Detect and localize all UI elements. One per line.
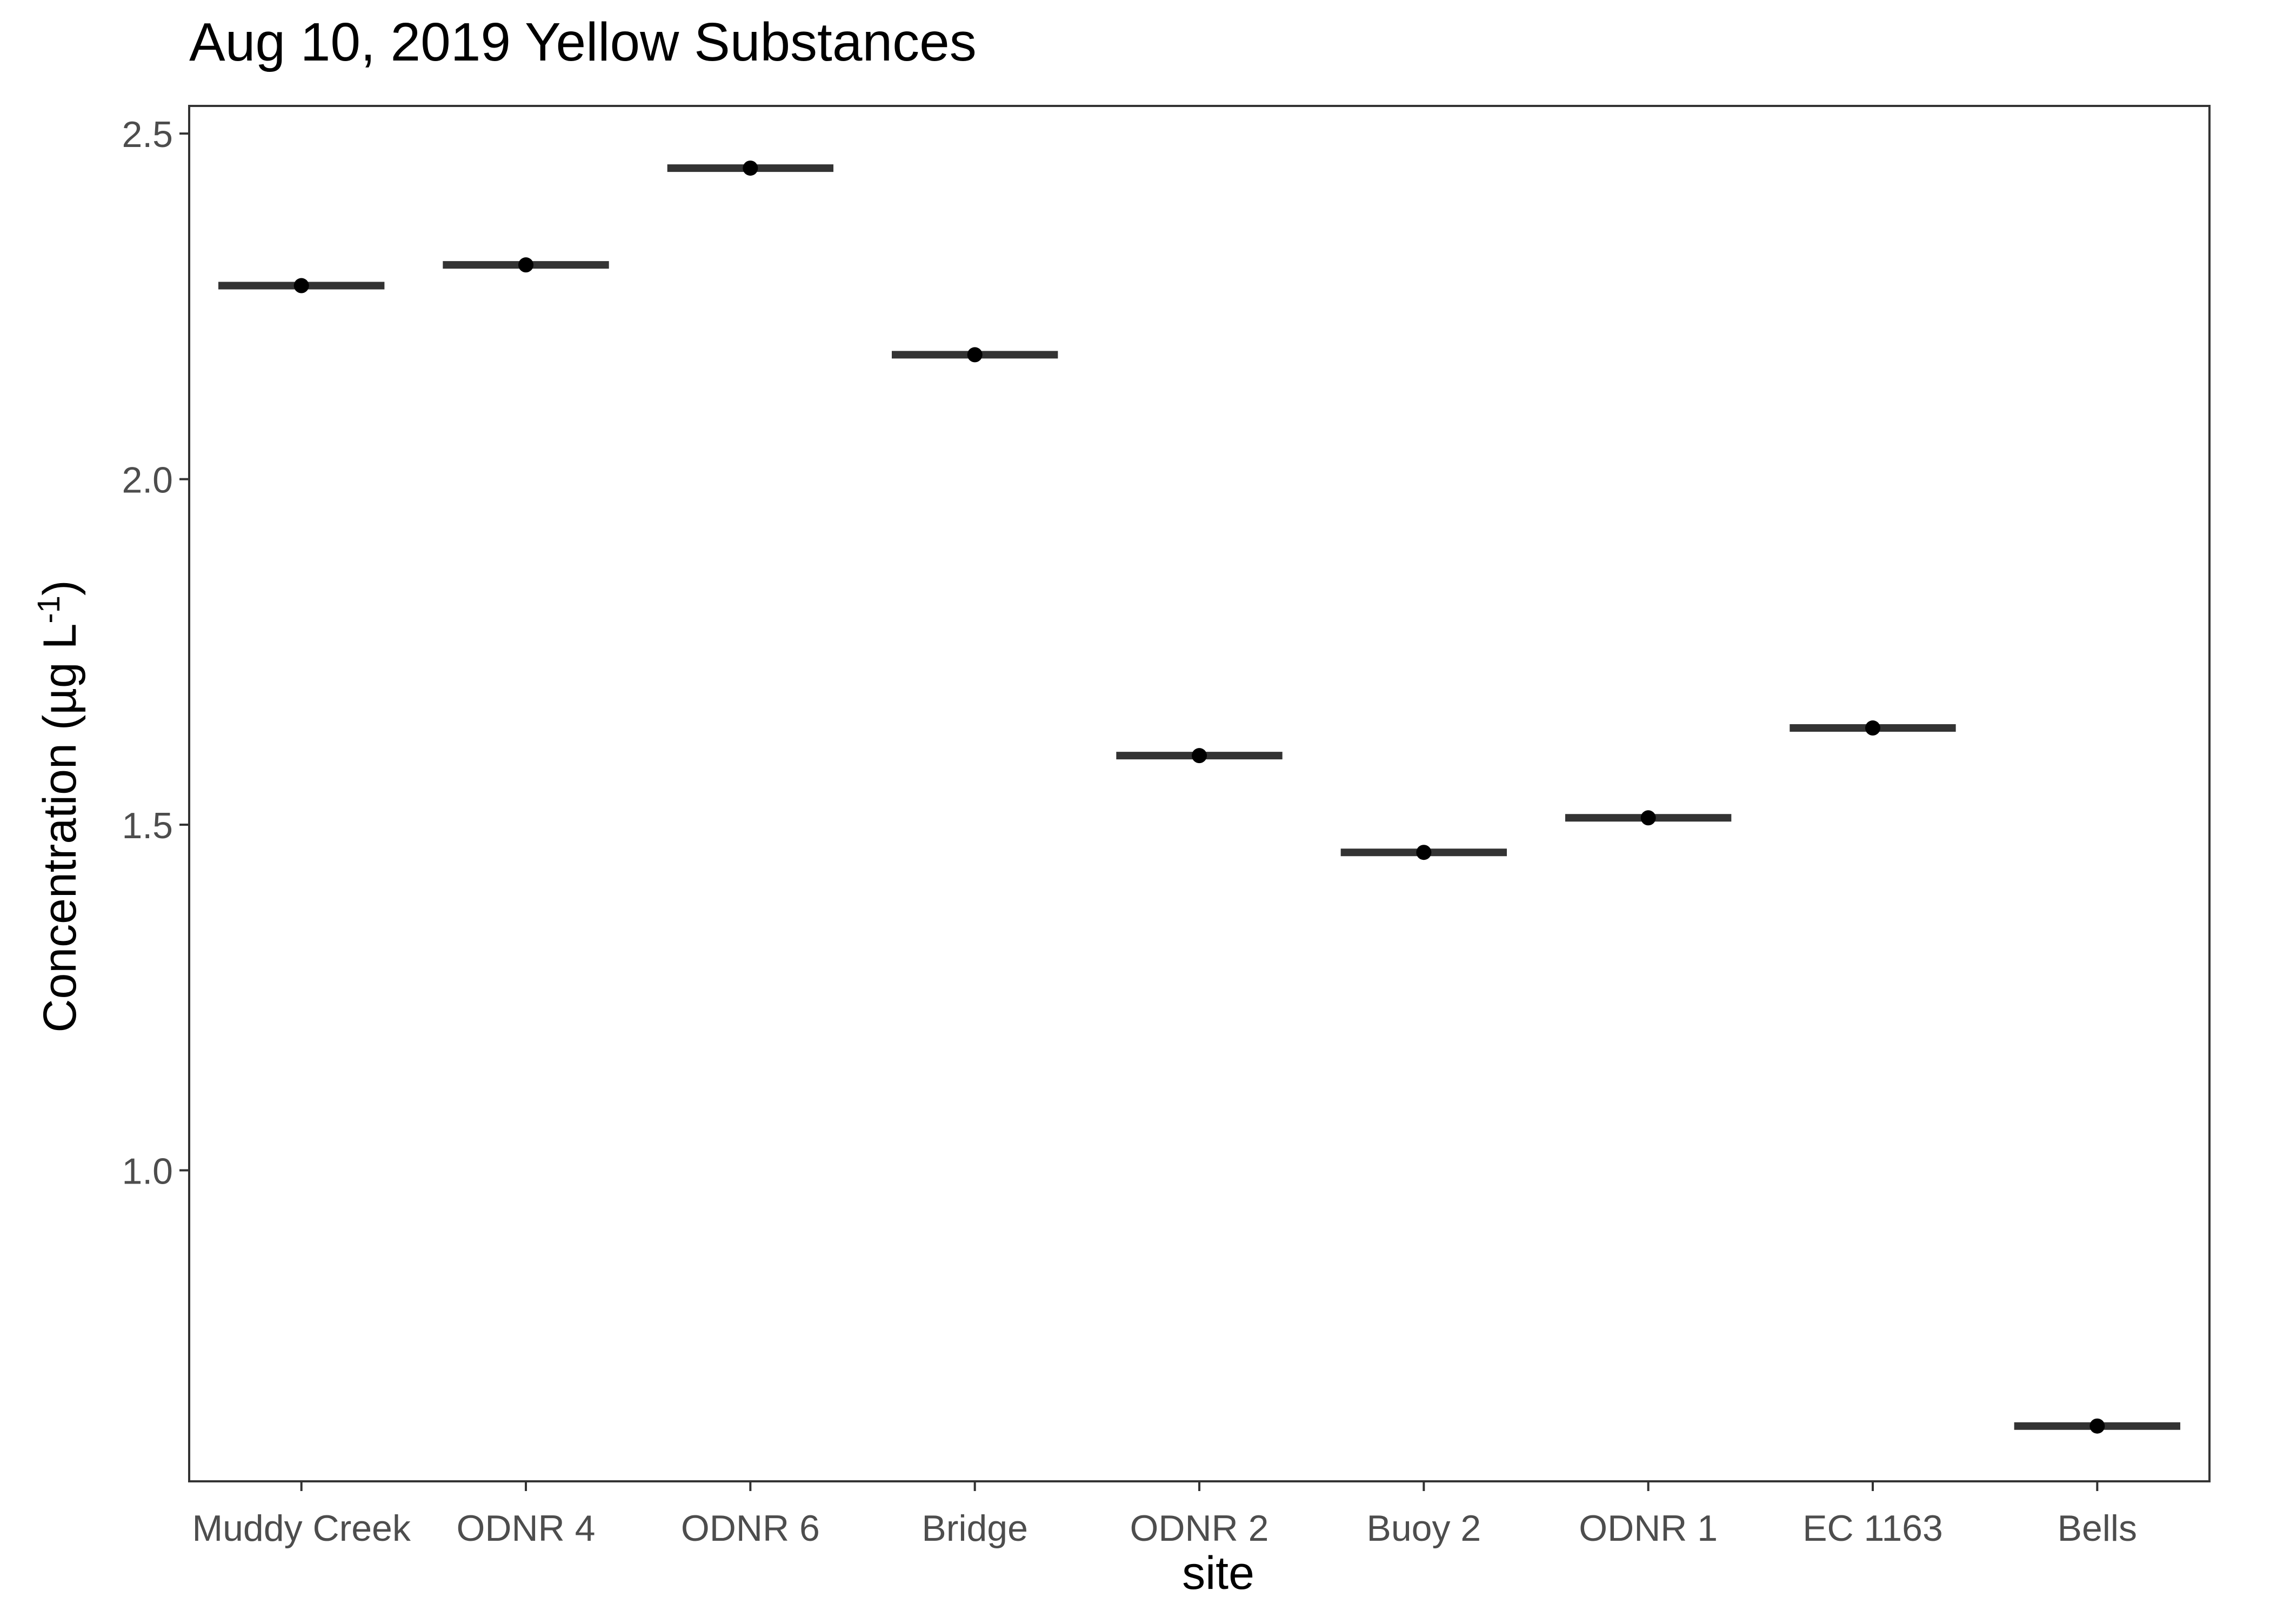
data-point: [1416, 845, 1432, 860]
x-axis-title: site: [1182, 1547, 1254, 1599]
data-point: [293, 278, 309, 293]
x-tick-label: Buoy 2: [1366, 1508, 1481, 1549]
x-tick-label: EC 1163: [1802, 1508, 1943, 1549]
y-tick-label: 2.0: [122, 460, 173, 501]
y-tick-label: 2.5: [122, 114, 173, 155]
y-axis-title-superscript: -1: [31, 596, 66, 624]
y-tick-label: 1.0: [122, 1151, 173, 1192]
data-point: [1865, 720, 1880, 736]
x-tick-label: ODNR 1: [1579, 1508, 1718, 1549]
x-tick-label: ODNR 6: [681, 1508, 820, 1549]
y-axis-title-main: Concentration (µg L: [34, 624, 86, 1033]
x-tick-label: Bells: [2058, 1508, 2137, 1549]
data-point: [2089, 1418, 2105, 1434]
data-point: [967, 347, 983, 363]
data-point: [1192, 748, 1207, 764]
plot-panel: [188, 105, 2211, 1482]
x-tick-label: Bridge: [922, 1508, 1028, 1549]
x-tick-label: Muddy Creek: [192, 1508, 411, 1549]
data-point: [1640, 810, 1656, 826]
y-tick-label: 1.5: [122, 805, 173, 846]
x-tick-label: ODNR 4: [457, 1508, 596, 1549]
y-axis-title: Concentration (µg L-1): [31, 580, 86, 1032]
data-point: [518, 257, 533, 273]
y-axis-title-close: ): [34, 580, 86, 596]
x-tick-label: ODNR 2: [1130, 1508, 1269, 1549]
data-point: [743, 161, 758, 176]
chart-title: Aug 10, 2019 Yellow Substances: [189, 12, 977, 72]
